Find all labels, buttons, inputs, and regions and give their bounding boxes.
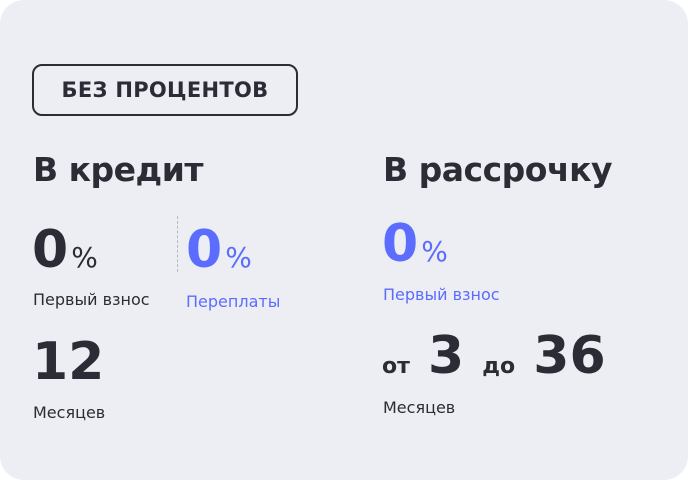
credit-title: В кредит bbox=[33, 150, 203, 189]
credit-overpayment-value: 0% bbox=[186, 224, 252, 276]
installment-term-range: от 3 до 36 bbox=[382, 330, 606, 382]
value: 0 bbox=[32, 220, 69, 280]
credit-term-label: Месяцев bbox=[33, 403, 106, 422]
from-value: 3 bbox=[427, 326, 465, 386]
divider bbox=[177, 216, 178, 272]
installment-down-payment-label: Первый взнос bbox=[383, 285, 500, 304]
from-word: от bbox=[382, 354, 410, 379]
credit-down-payment-label: Первый взнос bbox=[33, 290, 150, 309]
value: 0 bbox=[382, 214, 419, 274]
unit: % bbox=[225, 241, 252, 274]
credit-down-payment-value: 0% bbox=[32, 224, 98, 276]
installment-down-payment-value: 0% bbox=[382, 218, 448, 270]
no-interest-badge: БЕЗ ПРОЦЕНТОВ bbox=[32, 64, 298, 116]
unit: % bbox=[71, 241, 98, 274]
to-value: 36 bbox=[533, 326, 606, 386]
installment-title: В рассрочку bbox=[383, 150, 613, 189]
credit-overpayment-label: Переплаты bbox=[186, 292, 281, 311]
value: 0 bbox=[186, 220, 223, 280]
credit-term-value: 12 bbox=[32, 332, 105, 392]
to-word: до bbox=[482, 354, 516, 379]
unit: % bbox=[421, 235, 448, 268]
installment-term-label: Месяцев bbox=[383, 398, 456, 417]
